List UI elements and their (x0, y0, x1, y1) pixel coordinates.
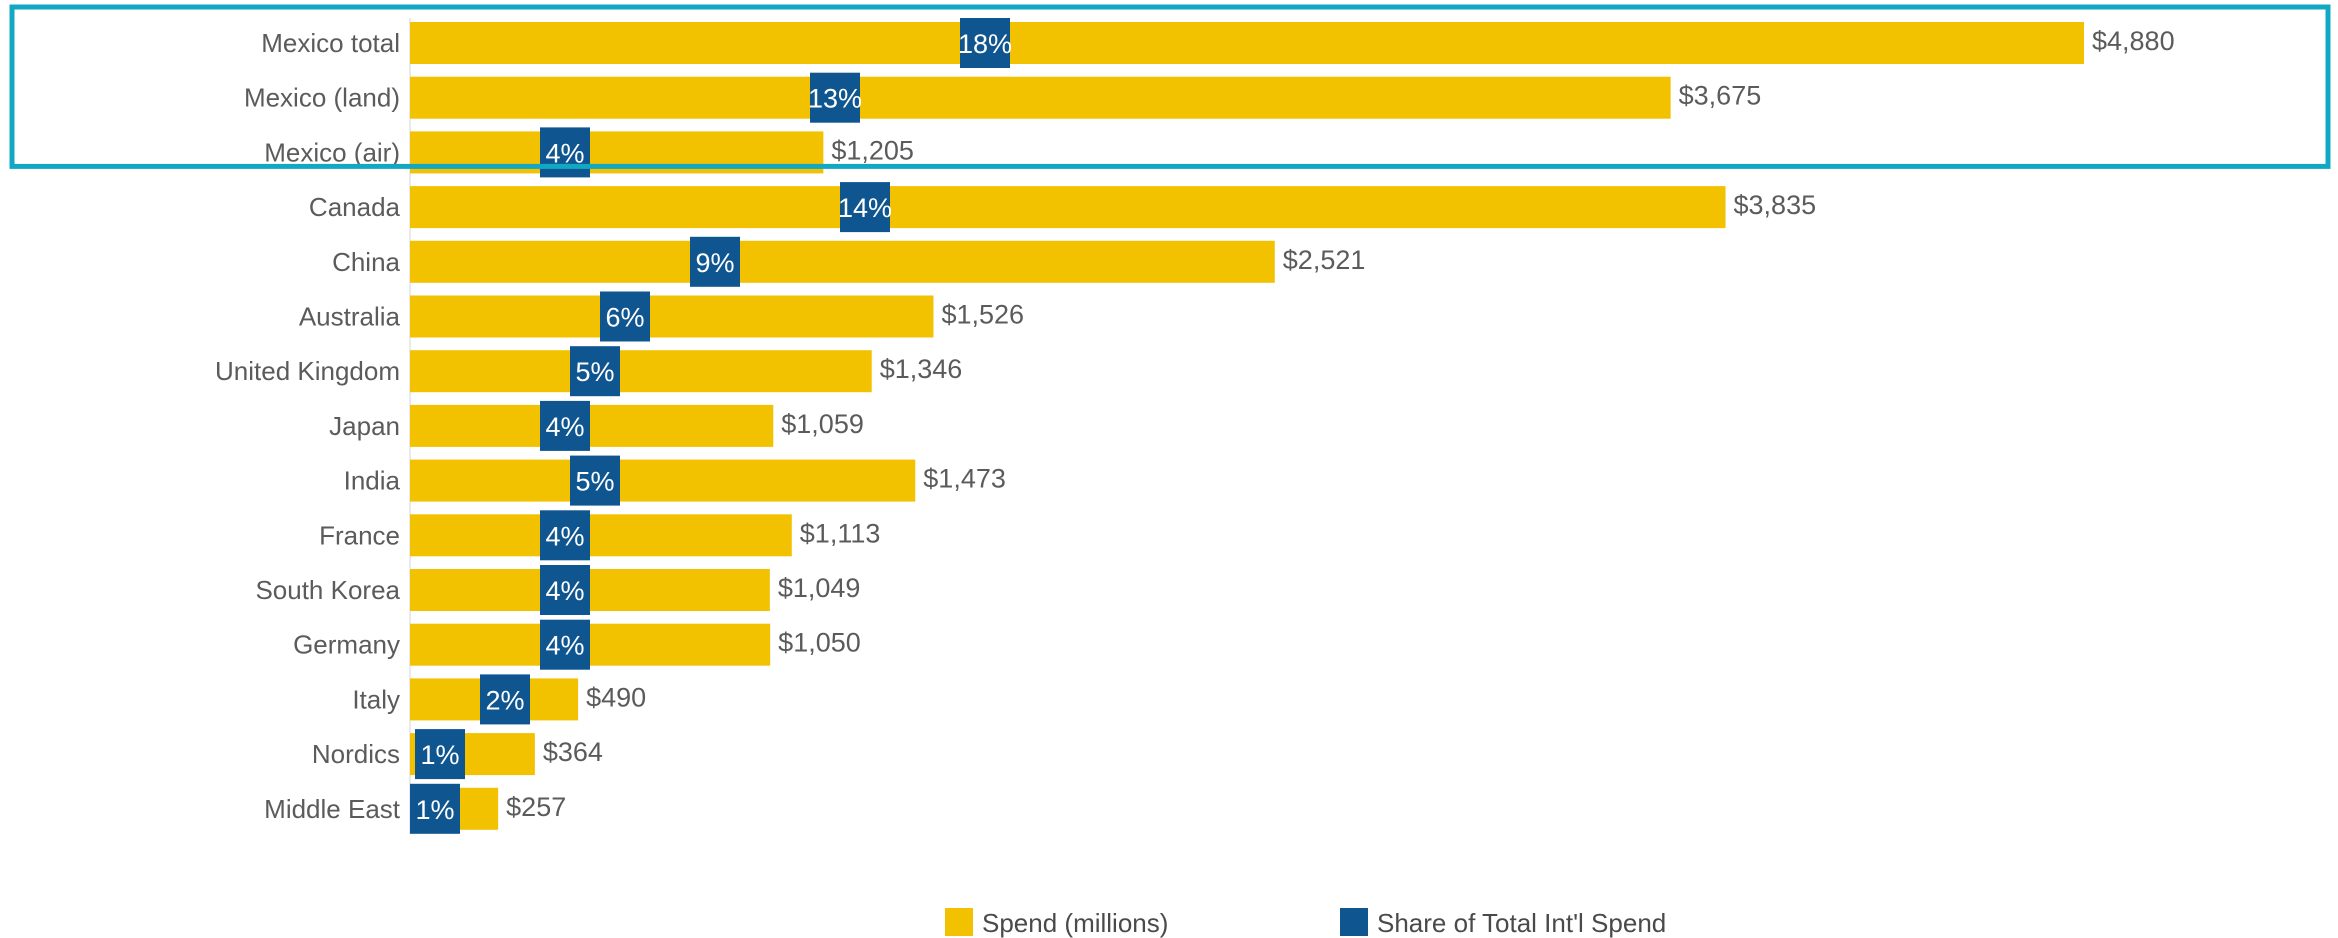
category-label: Japan (329, 411, 400, 441)
spend-bar (410, 514, 792, 556)
spend-value-label: $2,521 (1283, 245, 1366, 275)
category-label: Germany (293, 630, 400, 660)
spend-value-label: $1,205 (831, 135, 914, 165)
spend-value-label: $1,049 (778, 573, 861, 603)
spend-value-label: $1,526 (941, 300, 1024, 330)
category-label: Mexico total (261, 28, 400, 58)
share-value-label: 1% (420, 740, 459, 770)
category-label: Mexico (land) (244, 83, 400, 113)
category-label: India (344, 466, 401, 496)
share-value-label: 13% (808, 84, 862, 114)
share-value-label: 14% (838, 193, 892, 223)
spend-value-label: $4,880 (2092, 26, 2175, 56)
bars-layer (410, 18, 2084, 834)
spend-bar (410, 77, 1671, 119)
share-value-label: 2% (485, 685, 524, 715)
share-value-label: 1% (415, 795, 454, 825)
category-label: Australia (299, 302, 401, 332)
spend-value-label: $1,050 (778, 628, 861, 658)
category-label: South Korea (255, 575, 400, 605)
legend-share-label: Share of Total Int'l Spend (1377, 908, 1666, 938)
spend-value-label: $257 (506, 792, 566, 822)
category-label: Middle East (264, 794, 401, 824)
share-value-label: 4% (545, 412, 584, 442)
share-value-label: 5% (575, 357, 614, 387)
legend-spend-label: Spend (millions) (982, 908, 1168, 938)
legend-spend-swatch (945, 908, 973, 936)
spend-value-label: $3,675 (1679, 81, 1762, 111)
spend-bar (410, 350, 872, 392)
category-label: Nordics (312, 739, 400, 769)
category-label: Italy (352, 684, 400, 714)
category-label: United Kingdom (215, 356, 400, 386)
spend-value-label: $364 (543, 737, 603, 767)
share-value-label: 4% (545, 631, 584, 661)
spend-value-label: $490 (586, 682, 646, 712)
spend-bar (410, 22, 2084, 64)
category-label: Canada (309, 192, 401, 222)
share-value-label: 9% (695, 248, 734, 278)
spend-value-label: $1,346 (880, 354, 963, 384)
spend-value-label: $1,473 (923, 464, 1006, 494)
spend-bar (410, 241, 1275, 283)
spend-bar (410, 296, 933, 338)
spend-value-label: $1,059 (781, 409, 864, 439)
spend-bar (410, 624, 770, 666)
share-value-label: 5% (575, 467, 614, 497)
spend-bar (410, 186, 1726, 228)
category-label: China (332, 247, 400, 277)
category-label: Mexico (air) (264, 137, 400, 167)
legend-share-swatch (1340, 908, 1368, 936)
share-value-label: 4% (545, 576, 584, 606)
share-value-label: 18% (958, 29, 1012, 59)
category-label: France (319, 520, 400, 550)
legend: Spend (millions) Share of Total Int'l Sp… (945, 908, 1666, 938)
share-value-label: 4% (545, 521, 584, 551)
spend-bar (410, 405, 773, 447)
spend-bar (410, 460, 915, 502)
spend-value-label: $3,835 (1734, 190, 1817, 220)
spend-value-label: $1,113 (800, 518, 881, 548)
share-value-label: 6% (605, 303, 644, 333)
